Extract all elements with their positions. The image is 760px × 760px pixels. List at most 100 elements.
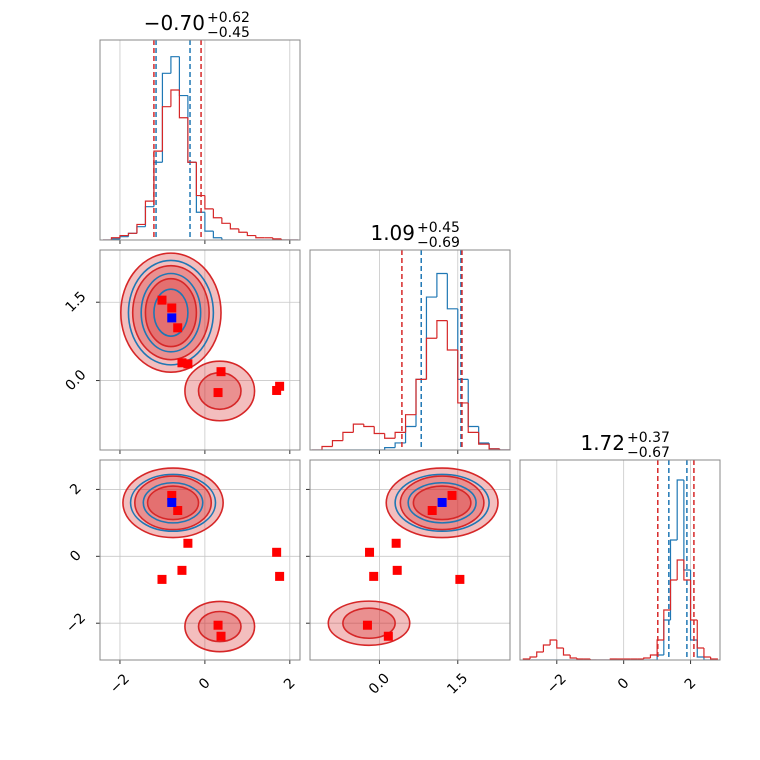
histogram-step (178, 56, 188, 97)
histogram-step (562, 648, 571, 656)
contour (142, 481, 204, 524)
histogram-step (144, 206, 154, 227)
title-minus: −0.67 (627, 445, 670, 461)
histogram-step (436, 319, 448, 339)
y-tick-label: 0 (67, 548, 85, 566)
histogram-step (394, 431, 406, 439)
histogram-step (467, 402, 479, 433)
histogram-step (569, 655, 577, 659)
panel-frame (519, 459, 721, 661)
histogram-step (404, 414, 417, 433)
marker (437, 497, 447, 507)
histogram-step (436, 272, 448, 298)
histogram-step (170, 56, 180, 74)
marker (391, 538, 401, 548)
x-tick-label: 1.5 (444, 670, 471, 697)
histogram-step (676, 479, 684, 540)
y-tick-label: 1.5 (62, 289, 89, 316)
histogram-step (529, 656, 537, 659)
marker (183, 538, 193, 548)
panel-frame (99, 249, 301, 451)
histogram-step (187, 95, 197, 163)
marker (157, 295, 167, 305)
title-plus: +0.37 (627, 430, 670, 446)
histogram-step (119, 234, 129, 238)
histogram-step (221, 217, 231, 224)
histogram-step (689, 580, 698, 621)
histogram-step (195, 162, 205, 197)
marker (275, 571, 285, 581)
marker (216, 631, 226, 641)
marker (369, 571, 379, 581)
histogram-step (127, 232, 137, 236)
histogram-step (187, 117, 197, 163)
marker (177, 565, 187, 575)
marker (272, 385, 282, 395)
histogram-step (384, 433, 396, 439)
histogram-step (178, 90, 188, 119)
panel-frame (309, 249, 511, 451)
histogram-step (153, 150, 163, 202)
panel-frame (99, 39, 301, 241)
histogram-step (170, 89, 180, 107)
x-tick-label: 2 (281, 675, 299, 693)
marker (157, 574, 167, 584)
panel-content (522, 460, 718, 660)
marker (167, 303, 177, 313)
histogram-step (425, 337, 437, 380)
histogram-step (404, 425, 417, 443)
histogram-step (255, 235, 265, 239)
histogram-step (144, 200, 154, 225)
histogram-step (576, 658, 584, 660)
marker (362, 620, 372, 630)
marker (447, 490, 457, 500)
histogram-step (696, 620, 704, 649)
x-tick-label: 0 (615, 675, 633, 693)
histogram-step (384, 447, 396, 450)
histogram-step (136, 226, 146, 234)
histogram-step (488, 444, 500, 450)
marker (167, 490, 177, 500)
histogram-step (246, 232, 256, 237)
histogram-step (556, 640, 564, 649)
histogram-step (488, 442, 500, 450)
histogram-step (204, 212, 214, 232)
histogram-step (542, 644, 551, 652)
panel-content (100, 460, 300, 660)
histogram-step (683, 560, 691, 581)
histogram-step (161, 106, 171, 152)
x-tick-label: −2 (107, 671, 133, 697)
histogram-step (204, 195, 214, 210)
histogram-step (549, 639, 557, 645)
histogram-step (352, 423, 364, 433)
panel: −2 0 2 1.72 +0.37−0.67 (519, 430, 721, 697)
marker (455, 574, 465, 584)
marker (365, 547, 375, 557)
title-minus: −0.69 (417, 235, 460, 251)
histogram-step (663, 609, 671, 640)
histogram-step (212, 231, 222, 239)
histogram-step (415, 378, 427, 415)
marker (213, 388, 223, 398)
histogram-step (703, 648, 711, 658)
histogram-step (467, 379, 479, 428)
marker (173, 323, 183, 333)
title-value: −0.70 (144, 11, 205, 35)
contour (127, 259, 215, 366)
histogram-step (536, 651, 544, 657)
x-tick-label: −2 (544, 671, 570, 697)
contour (153, 288, 189, 337)
marker (167, 313, 177, 323)
contour (407, 481, 477, 524)
marker (213, 620, 223, 630)
marker (383, 631, 393, 641)
marker (427, 506, 437, 516)
y-tick-label: 2 (67, 481, 85, 499)
histogram-step (478, 432, 490, 445)
title-plus: +0.45 (417, 220, 460, 236)
panel-content (102, 40, 299, 240)
y-tick-label: −2 (63, 610, 89, 636)
panel: −0.70 +0.62−0.45 (99, 10, 301, 244)
y-tick-label: 0.0 (62, 367, 89, 394)
